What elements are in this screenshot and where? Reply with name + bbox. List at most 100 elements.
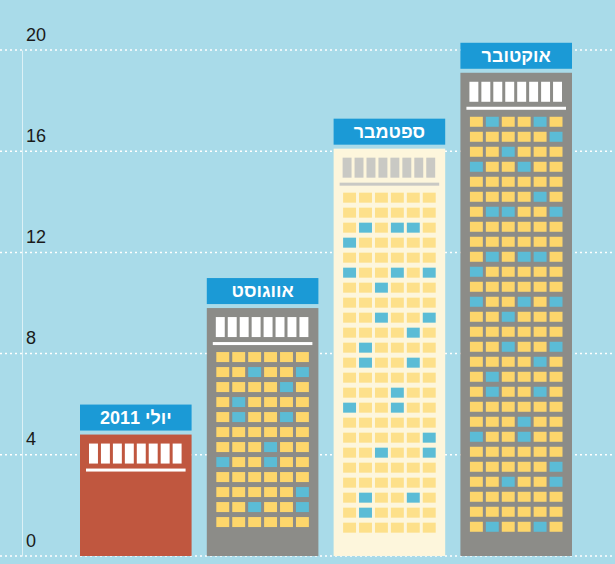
window <box>550 147 563 157</box>
window <box>248 352 261 362</box>
window <box>216 412 229 422</box>
window <box>550 282 563 292</box>
window <box>486 432 499 442</box>
window <box>470 252 483 262</box>
window <box>502 192 515 202</box>
window <box>343 433 356 443</box>
window <box>486 477 499 487</box>
window <box>343 463 356 473</box>
window <box>550 372 563 382</box>
window <box>486 417 499 427</box>
window <box>232 502 245 512</box>
window <box>280 457 293 467</box>
window <box>550 132 563 142</box>
window <box>407 478 420 488</box>
window <box>232 352 245 362</box>
roof-stripe <box>149 444 158 464</box>
window <box>375 403 388 413</box>
window <box>264 427 277 437</box>
window <box>550 207 563 217</box>
window <box>423 328 436 338</box>
window <box>534 132 547 142</box>
window <box>216 517 229 527</box>
window <box>407 493 420 503</box>
building <box>80 435 192 556</box>
window <box>391 493 404 503</box>
window <box>343 478 356 488</box>
window <box>216 472 229 482</box>
window <box>375 358 388 368</box>
window <box>359 193 372 203</box>
window <box>423 373 436 383</box>
window <box>486 372 499 382</box>
window <box>232 517 245 527</box>
window <box>343 403 356 413</box>
window <box>391 478 404 488</box>
window <box>296 517 309 527</box>
window <box>375 478 388 488</box>
window <box>407 523 420 533</box>
tick-label: 12 <box>26 227 46 247</box>
window <box>375 268 388 278</box>
window <box>470 192 483 202</box>
window <box>296 427 309 437</box>
window <box>248 397 261 407</box>
window <box>518 387 531 397</box>
roof-stripe <box>517 82 526 102</box>
window <box>518 372 531 382</box>
window <box>391 298 404 308</box>
window <box>502 147 515 157</box>
tick: 4 <box>22 429 36 455</box>
window <box>216 487 229 497</box>
window <box>470 222 483 232</box>
window <box>534 147 547 157</box>
window <box>470 447 483 457</box>
window <box>518 357 531 367</box>
window <box>518 507 531 517</box>
window <box>248 487 261 497</box>
window <box>518 147 531 157</box>
window <box>391 343 404 353</box>
window <box>423 283 436 293</box>
window <box>423 403 436 413</box>
window <box>248 472 261 482</box>
window <box>407 433 420 443</box>
window <box>470 342 483 352</box>
window <box>423 463 436 473</box>
window <box>550 417 563 427</box>
window <box>391 508 404 518</box>
roof-stripe <box>541 82 550 102</box>
window <box>359 418 372 428</box>
window <box>502 117 515 127</box>
window <box>359 508 372 518</box>
tick: 0 <box>22 531 36 557</box>
window <box>343 268 356 278</box>
window <box>550 267 563 277</box>
window <box>391 373 404 383</box>
window <box>534 342 547 352</box>
roof-stripe <box>414 158 423 178</box>
window <box>264 472 277 482</box>
window <box>343 448 356 458</box>
window <box>407 298 420 308</box>
window <box>518 117 531 127</box>
window <box>486 447 499 457</box>
window <box>486 402 499 412</box>
window <box>534 402 547 412</box>
window <box>280 487 293 497</box>
window <box>375 523 388 533</box>
window <box>343 298 356 308</box>
window <box>375 253 388 263</box>
window <box>502 342 515 352</box>
window <box>391 433 404 443</box>
window <box>470 282 483 292</box>
window <box>375 328 388 338</box>
window <box>343 283 356 293</box>
roof-stripe <box>493 82 502 102</box>
roof-stripe <box>367 158 376 178</box>
window <box>375 433 388 443</box>
window <box>391 448 404 458</box>
roof-stripe <box>343 158 352 178</box>
window <box>391 253 404 263</box>
label-box <box>207 278 319 304</box>
